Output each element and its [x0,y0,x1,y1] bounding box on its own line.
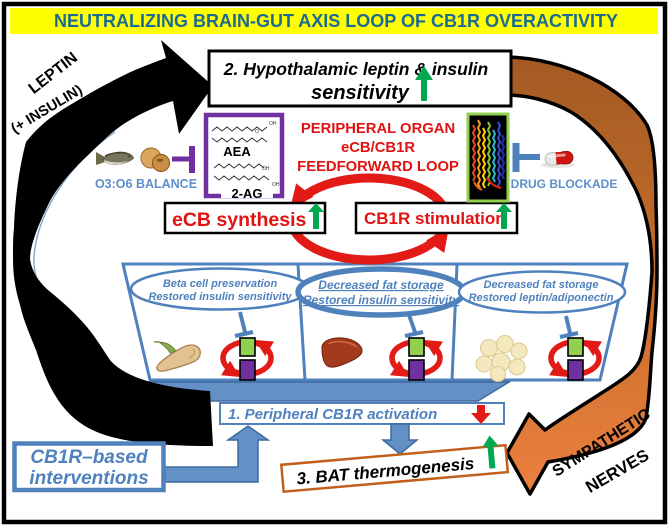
svg-text:NEUTRALIZING BRAIN-GUT AXIS LO: NEUTRALIZING BRAIN-GUT AXIS LOOP OF CB1R… [54,11,618,31]
svg-text:AEA: AEA [223,144,251,159]
svg-text:FEEDFORWARD LOOP: FEEDFORWARD LOOP [297,159,459,175]
svg-text:Restored leptin/adiponectin: Restored leptin/adiponectin [469,292,614,304]
svg-text:2-AG: 2-AG [231,186,262,201]
svg-text:eCB synthesis: eCB synthesis [172,209,307,231]
svg-text:CB1R–based: CB1R–based [30,447,148,468]
svg-text:PERIPHERAL ORGAN: PERIPHERAL ORGAN [301,121,455,137]
svg-text:1. Peripheral CB1R activation: 1. Peripheral CB1R activation [228,406,437,423]
svg-text:Decreased fat storage: Decreased fat storage [484,279,599,291]
svg-text:Decreased fat storage: Decreased fat storage [318,278,444,292]
svg-text:O: O [255,129,259,135]
svg-text:sensitivity: sensitivity [311,82,410,104]
svg-text:OH: OH [272,182,280,188]
svg-text:Beta cell preservation: Beta cell preservation [163,278,278,290]
svg-text:2. Hypothalamic leptin & insul: 2. Hypothalamic leptin & insulin [223,59,488,79]
svg-text:Restored insulin sensitivity: Restored insulin sensitivity [148,291,292,303]
svg-text:Restored insulin sensitivity: Restored insulin sensitivity [303,293,460,307]
svg-text:CB1R stimulation: CB1R stimulation [364,209,506,228]
svg-text:interventions: interventions [29,468,148,489]
svg-text:DRUG BLOCKADE: DRUG BLOCKADE [511,177,618,191]
svg-text:OH: OH [262,166,270,172]
svg-text:eCB/CB1R: eCB/CB1R [341,140,415,156]
svg-text:OH: OH [269,121,277,127]
svg-text:O3:O6 BALANCE: O3:O6 BALANCE [95,177,197,191]
